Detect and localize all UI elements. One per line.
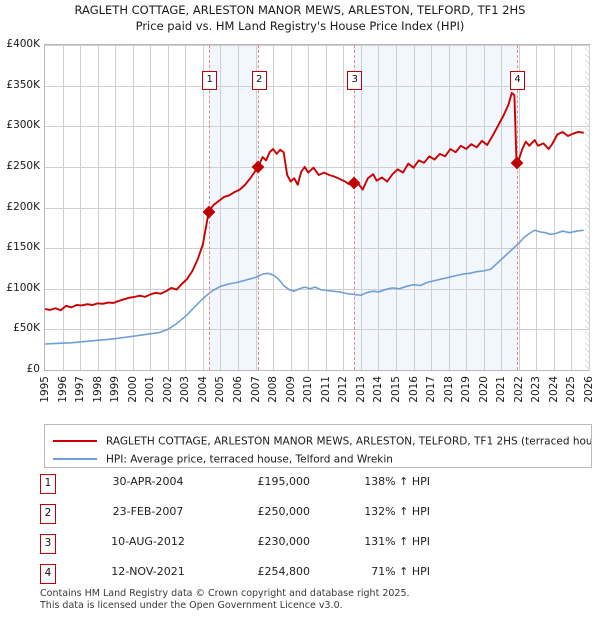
marker-number-box[interactable]: 2 <box>251 71 267 90</box>
x-axis-tick-label: 2025 <box>565 376 578 403</box>
x-axis-tick-label: 2006 <box>232 376 245 403</box>
x-axis-tick-label: 2007 <box>249 376 262 403</box>
x-axis-tick-label: 2016 <box>407 376 420 403</box>
gridline-vertical <box>589 45 590 370</box>
marker-vline <box>516 45 518 370</box>
plot-area: 1 2 3 4 <box>44 44 590 371</box>
sale-date: 10-AUG-2012 <box>111 535 185 548</box>
chart-legend: RAGLETH COTTAGE, ARLESTON MANOR MEWS, AR… <box>44 424 592 468</box>
series-lines <box>44 91 584 345</box>
sale-price: £195,000 <box>257 475 311 488</box>
x-axis-tick-label: 2023 <box>530 376 543 403</box>
gridline-horizontal <box>45 288 589 290</box>
hpi-comparison: 131% ↑ HPI <box>364 535 430 548</box>
x-axis-tick-label: 2014 <box>372 376 385 403</box>
y-axis-tick-label: £250K <box>6 159 40 172</box>
sales-table: 1 30-APR-2004 £195,000 138% ↑ HPI 2 23-FEB-20… <box>40 472 480 592</box>
x-axis-tick-label: 2021 <box>495 376 508 403</box>
x-axis-tick-label: 2013 <box>354 376 367 403</box>
gridline-horizontal <box>45 166 589 168</box>
x-axis-tick-label: 1997 <box>74 376 87 403</box>
legend-label-property: RAGLETH COTTAGE, ARLESTON MANOR MEWS, AR… <box>106 435 592 448</box>
marker-number-box[interactable]: 3 <box>347 71 363 90</box>
marker-vline <box>258 45 260 370</box>
gridline-horizontal <box>45 207 589 209</box>
y-axis-tick-label: £150K <box>6 241 40 254</box>
legend-row-property: RAGLETH COTTAGE, ARLESTON MANOR MEWS, AR… <box>53 431 592 451</box>
y-axis-tick-label: £200K <box>6 200 40 213</box>
marker-number-box[interactable]: 4 <box>510 71 526 90</box>
table-row[interactable]: 3 10-AUG-2012 £230,000 131% ↑ HPI <box>40 532 480 562</box>
x-axis-tick-label: 2008 <box>267 376 280 403</box>
row-index-badge: 3 <box>40 534 56 554</box>
x-axis-tick-label: 2015 <box>389 376 402 403</box>
line-property-price <box>44 91 584 312</box>
gridline-horizontal <box>45 85 589 87</box>
y-axis-tick-label: £100K <box>6 281 40 294</box>
x-axis-tick-label: 2004 <box>196 376 209 403</box>
legend-row-hpi: HPI: Average price, terraced house, Telf… <box>53 449 393 467</box>
marker-number-box[interactable]: 1 <box>202 71 218 90</box>
x-axis-tick-label: 1998 <box>91 376 104 403</box>
page-title: RAGLETH COTTAGE, ARLESTON MANOR MEWS, AR… <box>0 2 600 34</box>
y-axis-tick-label: £350K <box>6 78 40 91</box>
x-axis-tick-label: 2003 <box>179 376 192 403</box>
table-row[interactable]: 1 30-APR-2004 £195,000 138% ↑ HPI <box>40 472 480 502</box>
y-axis-tick-label: £50K <box>13 322 40 335</box>
x-axis-tick-label: 2012 <box>337 376 350 403</box>
x-axis-tick-label: 2018 <box>442 376 455 403</box>
gridline-horizontal <box>45 45 589 46</box>
hpi-comparison: 132% ↑ HPI <box>364 505 430 518</box>
sale-price: £254,800 <box>257 565 311 578</box>
x-axis-tick-label: 2010 <box>302 376 315 403</box>
hpi-comparison: 138% ↑ HPI <box>364 475 430 488</box>
legend-swatch-hpi <box>53 457 97 460</box>
table-row[interactable]: 4 12-NOV-2021 £254,800 71% ↑ HPI <box>40 562 480 592</box>
x-axis-tick-label: 2001 <box>144 376 157 403</box>
sale-price: £250,000 <box>257 505 311 518</box>
x-axis-tick-label: 2020 <box>477 376 490 403</box>
footer-attribution: Contains HM Land Registry data © Crown c… <box>40 588 560 611</box>
sale-date: 23-FEB-2007 <box>112 505 184 518</box>
title-line-1: RAGLETH COTTAGE, ARLESTON MANOR MEWS, AR… <box>74 3 526 17</box>
y-axis-tick-label: £0 <box>26 363 40 375</box>
legend-label-hpi: HPI: Average price, terraced house, Telf… <box>106 453 393 466</box>
gridline-horizontal <box>45 248 589 250</box>
x-axis-tick-label: 2019 <box>460 376 473 403</box>
y-axis-tick-label: £400K <box>6 38 40 50</box>
x-axis-tick-label: 2022 <box>512 376 525 403</box>
gridline-horizontal <box>45 126 589 128</box>
legend-swatch-property <box>53 439 97 442</box>
x-axis-tick-label: 1999 <box>109 376 122 403</box>
x-axis-tick-label: 2002 <box>161 376 174 403</box>
row-index-badge: 4 <box>40 564 56 584</box>
sale-price: £230,000 <box>257 535 311 548</box>
table-row[interactable]: 2 23-FEB-2007 £250,000 132% ↑ HPI <box>40 502 480 532</box>
row-index-badge: 1 <box>40 474 56 494</box>
x-axis-tick-label: 2000 <box>126 376 139 403</box>
footer-line-2: This data is licensed under the Open Gov… <box>40 599 343 611</box>
x-axis-tick-label: 2011 <box>319 376 332 403</box>
row-index-badge: 2 <box>40 504 56 524</box>
x-axis-tick-label: 1996 <box>56 376 69 403</box>
x-axis-tick-label: 2024 <box>547 376 560 403</box>
x-axis-tick-label: 1995 <box>39 376 51 403</box>
y-axis-tick-label: £300K <box>6 119 40 132</box>
footer-line-1: Contains HM Land Registry data © Crown c… <box>40 588 410 599</box>
x-axis-tick-label: 2026 <box>583 376 595 403</box>
chart-container: 1 2 3 4 £0 £50K £100K £150K £200K £250K £300K £350… <box>0 36 600 403</box>
x-axis-tick-label: 2017 <box>425 376 438 403</box>
line-hpi-average <box>44 229 584 345</box>
x-axis-tick-label: 2009 <box>284 376 297 403</box>
sale-date: 30-APR-2004 <box>112 475 184 488</box>
hpi-comparison: 71% ↑ HPI <box>371 565 430 578</box>
gridline-horizontal <box>45 329 589 331</box>
x-axis-tick-label: 2005 <box>214 376 227 403</box>
sale-date: 12-NOV-2021 <box>111 565 185 578</box>
marker-vline <box>353 45 355 370</box>
title-line-2: Price paid vs. HM Land Registry's House … <box>135 19 465 33</box>
